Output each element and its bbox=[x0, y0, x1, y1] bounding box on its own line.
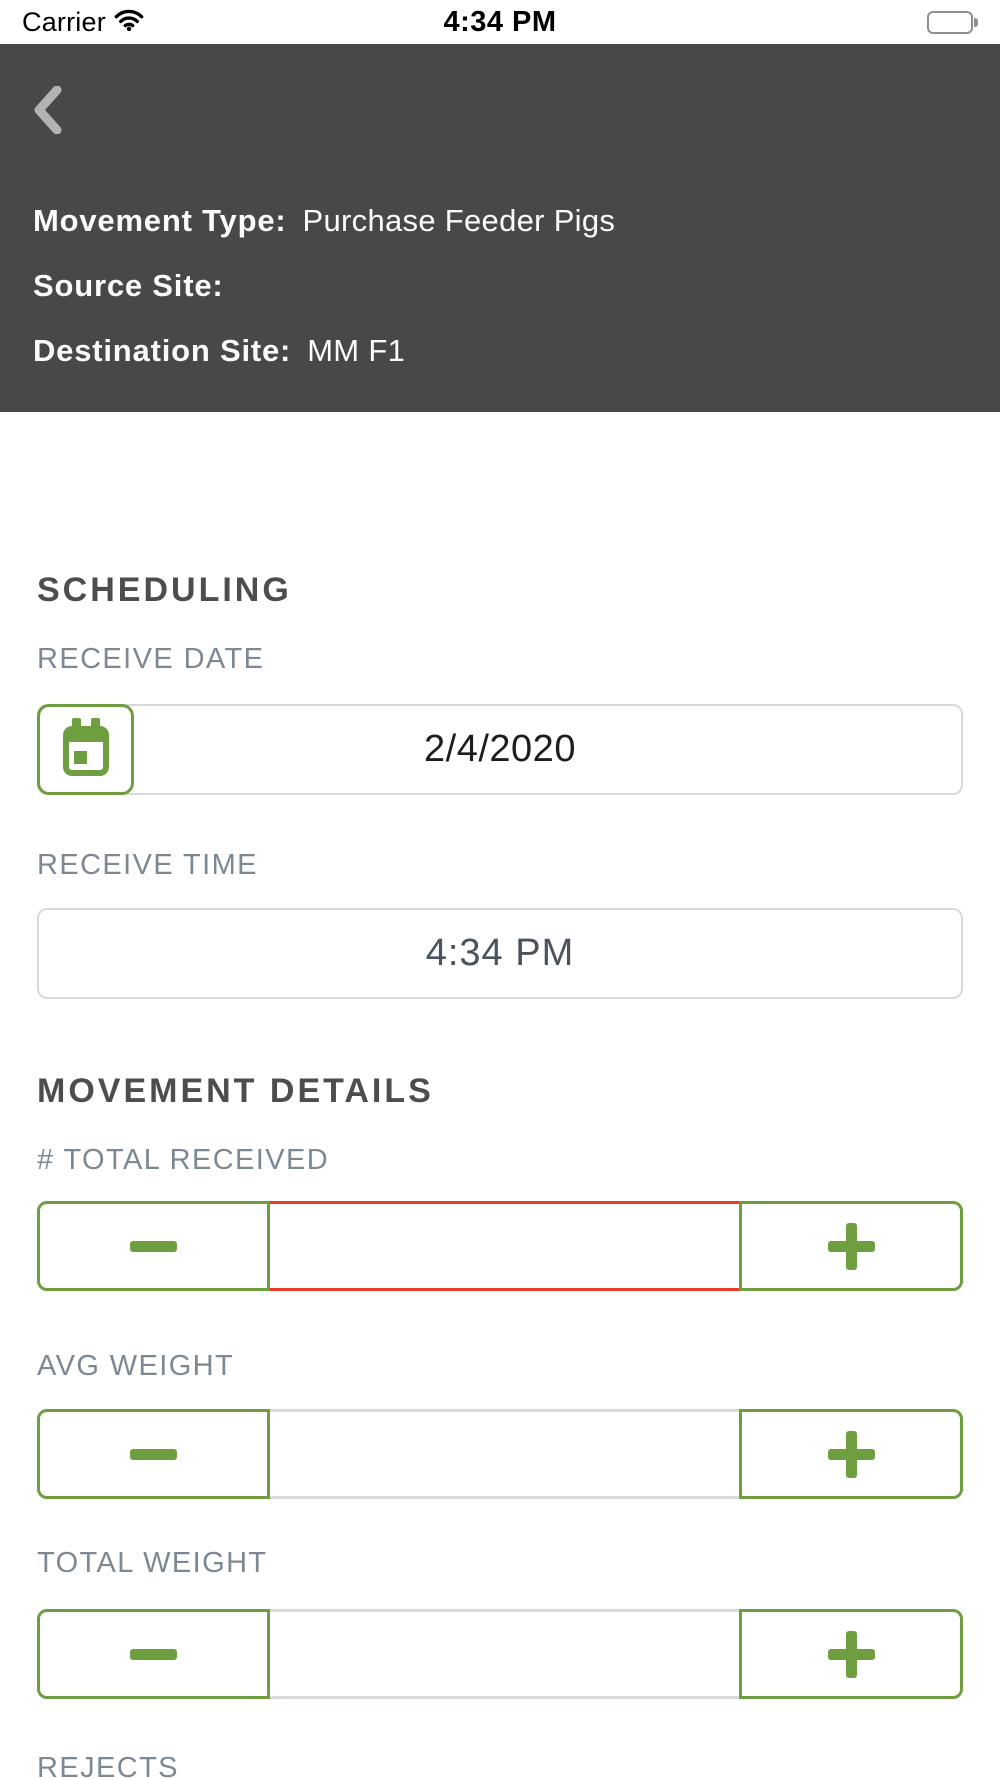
movement-header: Movement Type: Purchase Feeder Pigs Sourc… bbox=[0, 44, 1000, 412]
total-received-decrement-button[interactable] bbox=[37, 1201, 270, 1291]
movement-type-label: Movement Type: bbox=[33, 203, 287, 238]
battery-cap bbox=[974, 17, 978, 27]
back-button[interactable] bbox=[33, 85, 63, 137]
movement-type-row: Movement Type: Purchase Feeder Pigs bbox=[33, 202, 967, 240]
movement-summary: Movement Type: Purchase Feeder Pigs Sourc… bbox=[33, 202, 967, 370]
total-weight-label: TOTAL WEIGHT bbox=[37, 1547, 268, 1579]
receive-date-label: RECEIVE DATE bbox=[37, 643, 265, 675]
status-bar-clock: 4:34 PM bbox=[443, 5, 557, 38]
status-bar-left: Carrier bbox=[22, 7, 144, 38]
movement-type-value: Purchase Feeder Pigs bbox=[302, 203, 616, 238]
rejects-label: REJECTS bbox=[37, 1752, 179, 1778]
plus-icon bbox=[827, 1430, 875, 1478]
receive-time-label: RECEIVE TIME bbox=[37, 849, 258, 881]
scheduling-section-title: SCHEDULING bbox=[37, 571, 292, 609]
minus-icon bbox=[130, 1648, 177, 1660]
minus-icon bbox=[130, 1448, 177, 1460]
total-weight-input[interactable] bbox=[270, 1609, 739, 1699]
total-received-input[interactable] bbox=[270, 1201, 739, 1291]
wifi-icon bbox=[114, 8, 144, 37]
back-chevron-icon bbox=[33, 85, 63, 137]
plus-icon bbox=[827, 1630, 875, 1678]
destination-site-value: MM F1 bbox=[307, 333, 406, 368]
receive-date-value: 2/4/2020 bbox=[424, 728, 576, 770]
form-content: SCHEDULING RECEIVE DATE 2/4/2020 RECEIVE… bbox=[0, 572, 1000, 1778]
status-bar-right bbox=[927, 10, 978, 34]
avg-weight-label: AVG WEIGHT bbox=[37, 1350, 235, 1382]
destination-site-row: Destination Site: MM F1 bbox=[33, 332, 967, 370]
plus-icon bbox=[827, 1222, 875, 1270]
movement-details-section-title: MOVEMENT DETAILS bbox=[37, 1072, 434, 1110]
receive-time-field[interactable]: 4:34 PM bbox=[37, 908, 963, 999]
destination-site-label: Destination Site: bbox=[33, 333, 292, 368]
source-site-label: Source Site: bbox=[33, 268, 224, 303]
total-weight-increment-button[interactable] bbox=[739, 1609, 963, 1699]
total-weight-decrement-button[interactable] bbox=[37, 1609, 270, 1699]
avg-weight-increment-button[interactable] bbox=[739, 1409, 963, 1499]
carrier-label: Carrier bbox=[22, 6, 106, 37]
total-weight-stepper bbox=[37, 1609, 963, 1699]
avg-weight-decrement-button[interactable] bbox=[37, 1409, 270, 1499]
receive-time-value: 4:34 PM bbox=[425, 932, 575, 974]
minus-icon bbox=[130, 1240, 177, 1252]
open-calendar-button[interactable] bbox=[37, 704, 134, 795]
receive-date-field[interactable]: 2/4/2020 bbox=[37, 704, 963, 795]
avg-weight-input[interactable] bbox=[270, 1409, 739, 1499]
total-received-stepper bbox=[37, 1201, 963, 1291]
calendar-icon bbox=[58, 718, 114, 781]
total-received-label: # TOTAL RECEIVED bbox=[37, 1144, 330, 1176]
battery-icon bbox=[927, 10, 973, 34]
source-site-row: Source Site: bbox=[33, 267, 967, 305]
avg-weight-stepper bbox=[37, 1409, 963, 1499]
total-received-increment-button[interactable] bbox=[739, 1201, 963, 1291]
status-bar: Carrier 4:34 PM bbox=[0, 0, 1000, 44]
